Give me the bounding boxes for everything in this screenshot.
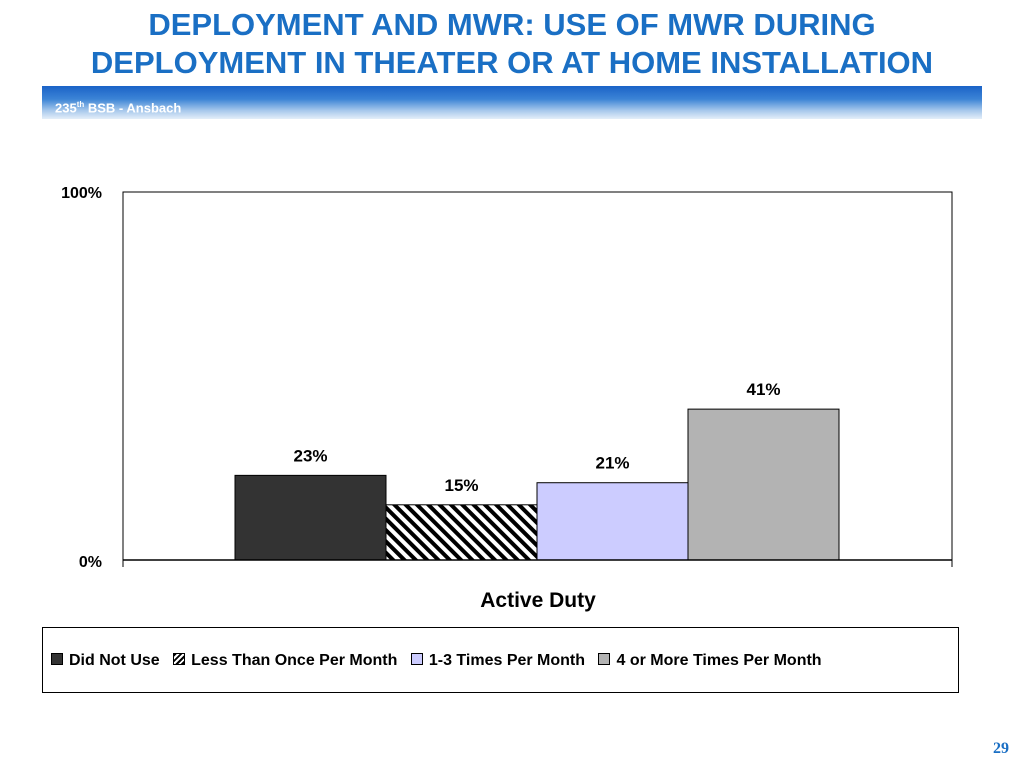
legend-swatch-gray	[598, 652, 611, 665]
y-tick-label-bottom: 0%	[79, 554, 102, 571]
bar-1-3-times-per-month	[536, 482, 689, 561]
data-label: 41%	[746, 380, 780, 399]
page-number: 29	[993, 740, 1009, 757]
legend-swatch-lavender	[410, 652, 423, 665]
legend-label: Less Than Once Per Month	[191, 652, 398, 669]
bar-less-than-once-per-month	[385, 504, 538, 561]
legend-swatch-hatched	[173, 652, 186, 665]
data-label: 21%	[595, 454, 629, 473]
x-axis-label: Active Duty	[480, 589, 596, 612]
y-tick-label-top: 100%	[61, 185, 102, 202]
unit-number: 235	[55, 100, 77, 116]
unit-label: 235th BSB - Ansbach	[55, 97, 181, 116]
title-line-1: DEPLOYMENT AND MWR: USE OF MWR DURING	[148, 7, 876, 42]
bar-did-not-use	[234, 474, 387, 561]
data-label: 23%	[293, 446, 327, 465]
legend-swatch-solid-dark	[51, 652, 63, 665]
legend-item-4-or-more: 4 or More Times Per Month	[598, 652, 822, 670]
data-label: 15%	[444, 476, 478, 495]
title-line-2: DEPLOYMENT IN THEATER OR AT HOME INSTALL…	[90, 45, 934, 80]
legend-item-did-not-use: Did Not Use	[51, 652, 160, 670]
bar-chart: 23% 15% 21% 41% 100% 0% Active Duty	[61, 185, 953, 612]
legend-label: 1-3 Times Per Month	[428, 652, 586, 669]
legend-row: Did Not Use Less Than Once Per Month 1-3…	[51, 652, 831, 670]
legend-item-less-than-once: Less Than Once Per Month	[173, 652, 397, 670]
bars-group: 23% 15% 21% 41%	[234, 380, 840, 561]
legend-item-1-3-times: 1-3 Times Per Month	[410, 652, 586, 670]
bar-4-or-more-times-per-month	[687, 408, 840, 561]
legend-label: Did Not Use	[69, 652, 160, 669]
slide-title: DEPLOYMENT AND MWR: USE OF MWR DURING DE…	[0, 6, 1024, 82]
chart-legend: Did Not Use Less Than Once Per Month 1-3…	[42, 627, 959, 693]
legend-label: 4 or More Times Per Month	[616, 652, 822, 669]
unit-ordinal: th	[76, 100, 85, 109]
header-band	[42, 86, 982, 119]
unit-name: BSB - Ansbach	[84, 100, 182, 116]
